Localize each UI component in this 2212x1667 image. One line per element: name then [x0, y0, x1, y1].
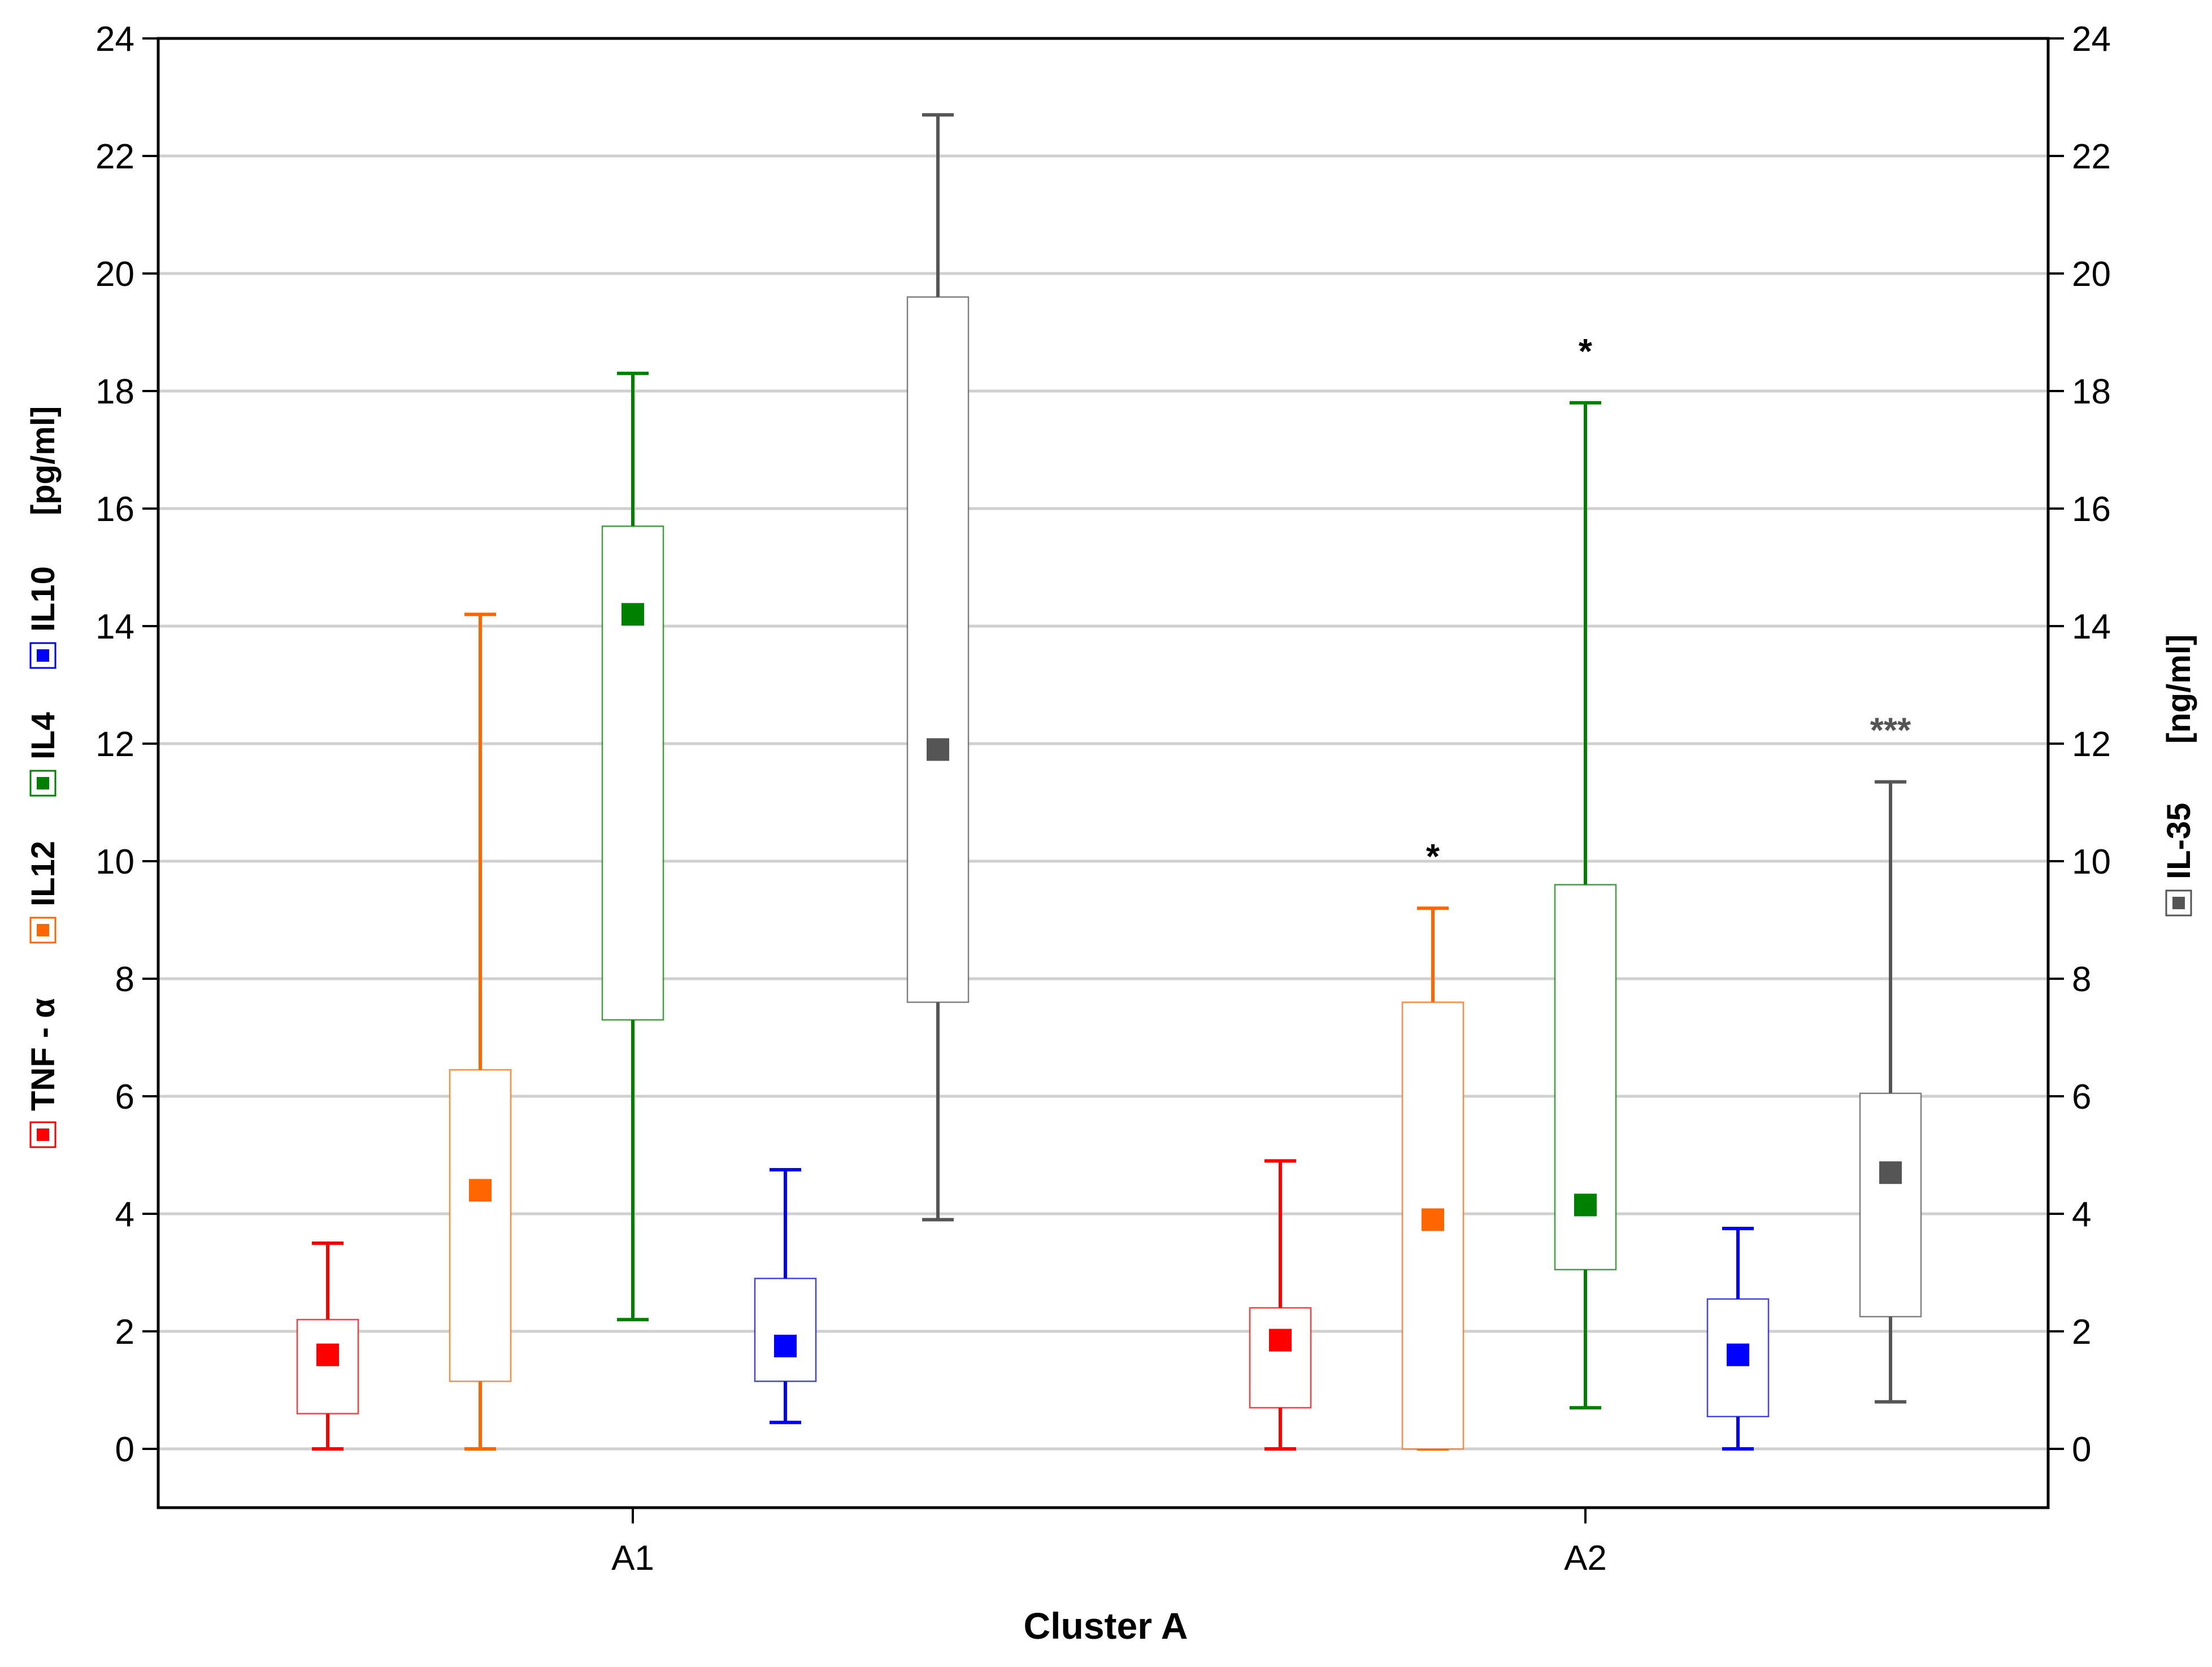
y-tick-label-left: 16 [95, 490, 134, 529]
legend-label: TNF - α [25, 998, 62, 1111]
legend-label: IL4 [25, 712, 62, 759]
box-group-tnf-a2 [1249, 1159, 1312, 1451]
box-group-il4-a1 [601, 371, 664, 1322]
y-tick-label-right: 2 [2072, 1313, 2091, 1352]
y-tick-label-left: 2 [115, 1313, 134, 1352]
box-iqr [296, 1318, 359, 1414]
x-tick-label: A1 [611, 1539, 654, 1578]
y-tick-label-left: 22 [95, 137, 134, 176]
box-group-il12-a2: * [1401, 837, 1464, 1451]
median-marker [1422, 1208, 1444, 1231]
legend-swatch [2172, 897, 2185, 909]
y-tick-label-right: 0 [2072, 1430, 2091, 1469]
right-axis-legend: IL-35 [ng/ml] [2161, 635, 2197, 917]
legend-label: IL-35 [2161, 803, 2197, 879]
median-marker [622, 603, 644, 626]
box-iqr [601, 525, 664, 1021]
box-iqr [906, 296, 970, 1003]
y-tick-label-left: 8 [115, 960, 134, 999]
median-marker [1574, 1193, 1597, 1217]
box-iqr [449, 1069, 512, 1382]
y-tick-label-right: 14 [2072, 607, 2111, 646]
y-tick-label-right: 20 [2072, 255, 2111, 294]
legend-label: IL12 [25, 841, 62, 906]
left-legend-rotated: TNF - α IL12 IL4 IL10 [pg/ml] [25, 406, 62, 1148]
y-tick-label-left: 18 [95, 372, 134, 411]
box-group-il35-a2: *** [1859, 711, 1922, 1404]
left-axis-unit: [pg/ml] [25, 406, 62, 515]
box-group-tnf-a1 [296, 1241, 359, 1451]
x-axis-title: Cluster A [1024, 1605, 1188, 1647]
legend-swatch [37, 777, 49, 789]
median-marker [1269, 1329, 1292, 1352]
median-marker [927, 738, 949, 761]
y-tick-label-right: 6 [2072, 1078, 2091, 1117]
y-tick-label-right: 16 [2072, 490, 2111, 529]
median-marker [1879, 1161, 1902, 1184]
box-iqr [1249, 1307, 1312, 1409]
y-tick-label-left: 10 [95, 843, 134, 882]
y-tick-label-left: 0 [115, 1430, 134, 1469]
legend-label: IL10 [25, 566, 62, 632]
plot-frame [157, 37, 2050, 1509]
y-tick-label-right: 18 [2072, 372, 2111, 411]
y-tick-label-left: 24 [95, 20, 134, 59]
y-tick-label-left: 20 [95, 255, 134, 294]
gridlines [158, 154, 2048, 1451]
y-tick-label-left: 6 [115, 1078, 134, 1117]
box-iqr [1859, 1092, 1922, 1318]
x-tick-label: A2 [1564, 1539, 1607, 1578]
median-marker [469, 1179, 492, 1202]
y-tick-label-right: 22 [2072, 137, 2111, 176]
legend-swatch [37, 649, 49, 662]
y-tick-label-right: 24 [2072, 20, 2111, 59]
median-marker [774, 1335, 797, 1357]
box-group-il4-a2: * [1554, 332, 1617, 1410]
right-axis-unit: [ng/ml] [2161, 635, 2197, 744]
box-iqr [754, 1278, 817, 1382]
median-marker [1727, 1343, 1749, 1366]
significance-label: *** [1870, 711, 1911, 750]
box-group-il12-a1 [449, 613, 512, 1451]
y-tick-label-left: 12 [95, 725, 134, 764]
significance-label: * [1426, 837, 1440, 876]
legend-swatch [37, 1128, 49, 1141]
box-group-il35-a1 [906, 113, 970, 1222]
box-group-il10-a1 [754, 1168, 817, 1425]
box-group-il10-a2 [1706, 1227, 1770, 1451]
legend-swatch [37, 924, 49, 936]
y-tick-label-right: 4 [2072, 1195, 2091, 1234]
y-tick-label-right: 10 [2072, 843, 2111, 882]
y-tick-label-right: 12 [2072, 725, 2111, 764]
left-axis-legend: TNF - α IL12 IL4 IL10 [pg/ml] [25, 406, 62, 1148]
median-marker [316, 1343, 339, 1366]
y-tick-label-left: 4 [115, 1195, 134, 1234]
right-legend-rotated: IL-35 [ng/ml] [2161, 635, 2197, 917]
significance-label: * [1579, 332, 1593, 371]
plot-area: ***** [296, 113, 1922, 1451]
y-tick-label-right: 8 [2072, 960, 2091, 999]
y-tick-label-left: 14 [95, 607, 134, 646]
